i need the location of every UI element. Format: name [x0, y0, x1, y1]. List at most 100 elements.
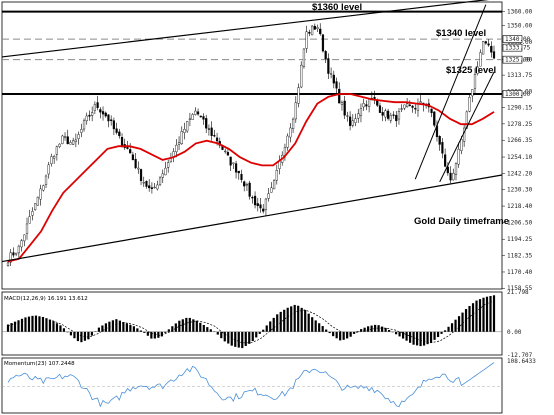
candle-body — [416, 103, 420, 111]
macd-bar — [220, 331, 223, 339]
candle-body — [237, 170, 240, 174]
candle-body — [93, 104, 96, 111]
macd-bar — [419, 331, 422, 347]
candle-body — [234, 163, 238, 173]
candle-body — [248, 182, 251, 197]
candle-body — [313, 25, 316, 30]
macd-bar — [339, 331, 342, 341]
candle-body — [156, 184, 159, 190]
candle-body — [91, 112, 94, 116]
macd-bar — [227, 331, 230, 344]
candle-body — [476, 66, 479, 74]
macd-bar — [286, 307, 289, 332]
macd-bar — [139, 330, 142, 332]
macd-bar — [429, 331, 433, 343]
candle-body — [28, 216, 31, 224]
candle-body — [392, 114, 395, 116]
candle-body — [468, 97, 471, 112]
candle-body — [319, 28, 322, 35]
candle-body — [346, 115, 349, 117]
candles-group — [6, 23, 496, 267]
candle-body — [446, 166, 449, 174]
candle-body — [74, 139, 77, 142]
price-tick-label: 1266.35 — [507, 137, 533, 144]
macd-bar — [321, 326, 324, 332]
macd-bar — [370, 325, 373, 332]
momentum-tick-label: 108.6433 — [507, 358, 536, 365]
candle-body — [384, 110, 387, 118]
candle-body — [444, 154, 447, 167]
price-tick-label: 1254.10 — [507, 154, 533, 161]
macd-bar — [104, 323, 107, 332]
candle-body — [61, 135, 64, 144]
candle-body — [215, 137, 219, 142]
candle-body — [291, 118, 295, 130]
macd-bar — [478, 299, 482, 332]
price-tick-label: 1360.00 — [507, 9, 533, 16]
candle-body — [471, 89, 474, 97]
candle-body — [490, 45, 493, 53]
macd-bar — [129, 324, 132, 332]
candle-body — [308, 31, 311, 34]
macd-bar — [52, 321, 55, 332]
macd-bar — [468, 306, 471, 332]
macd-bar — [153, 331, 156, 339]
candle-body — [88, 114, 91, 117]
price-tag-box — [502, 90, 523, 98]
macd-bar — [136, 328, 139, 332]
candle-body — [47, 164, 50, 175]
candle-body — [164, 167, 167, 176]
price-tick-label: 1350.00 — [507, 22, 533, 29]
macd-bar — [178, 320, 181, 332]
macd-bar — [73, 331, 76, 339]
candle-body — [96, 102, 99, 108]
macd-bar — [318, 323, 321, 332]
macd-bar — [150, 331, 153, 339]
candle-body — [408, 104, 411, 106]
candle-body — [321, 34, 325, 52]
macd-bar — [69, 331, 73, 336]
candle-body — [289, 127, 292, 138]
candle-body — [207, 128, 211, 130]
candle-body — [183, 129, 186, 133]
macd-bar — [349, 331, 352, 337]
macd-bar — [66, 331, 69, 333]
candle-body — [161, 173, 164, 178]
candle-body — [387, 110, 390, 119]
candle-body — [107, 114, 110, 122]
candle-body — [354, 118, 357, 123]
macd-bar — [24, 317, 27, 332]
candle-body — [80, 129, 83, 133]
macd-bar — [31, 315, 34, 332]
candle-body — [329, 73, 333, 75]
channel-line-left — [414, 4, 487, 180]
candle-body — [397, 111, 401, 120]
macd-tick-label: 21.798 — [507, 289, 529, 296]
price-tick-label: 1170.40 — [507, 269, 533, 276]
candle-body — [20, 240, 23, 248]
candle-body — [120, 136, 124, 147]
macd-bar — [443, 330, 447, 332]
macd-bar — [118, 320, 121, 332]
macd-bar — [234, 331, 237, 347]
candle-body — [245, 184, 249, 186]
candle-body — [23, 234, 26, 242]
candle-body — [286, 135, 289, 148]
macd-bar — [290, 306, 293, 332]
macd-bar — [342, 331, 345, 340]
candle-body — [194, 110, 197, 115]
candle-body — [17, 245, 20, 254]
candle-body — [452, 173, 455, 181]
candle-body — [172, 151, 175, 157]
macd-bar — [471, 303, 475, 332]
macd-bar — [132, 326, 135, 332]
macd-bar — [90, 331, 94, 336]
candle-body — [259, 204, 262, 209]
macd-bar — [171, 326, 174, 332]
price-tag-box — [502, 35, 523, 43]
candle-body — [270, 187, 273, 193]
macd-bar — [332, 331, 335, 337]
price-tick-label: 1290.15 — [507, 105, 533, 112]
